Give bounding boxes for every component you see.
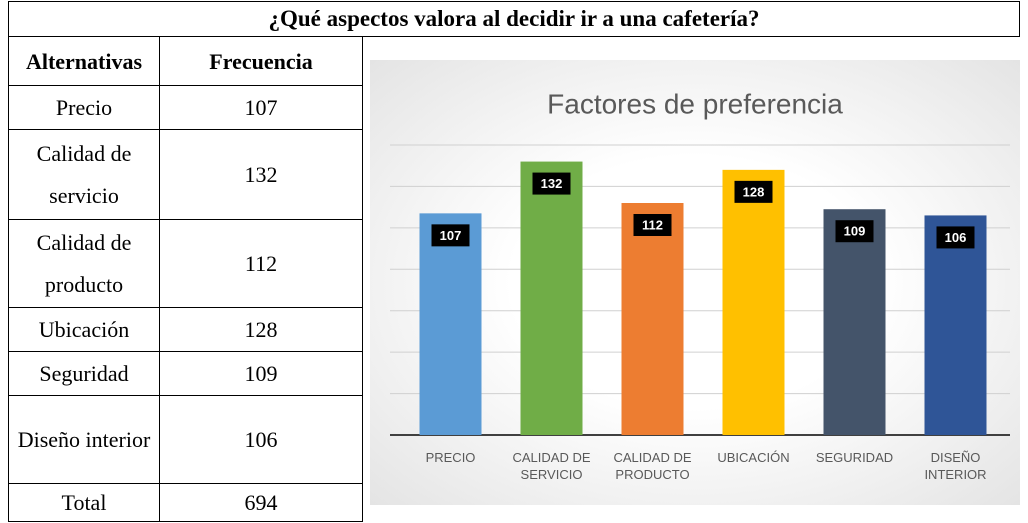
data-label: 109	[844, 224, 866, 239]
bar	[924, 215, 987, 435]
data-label-box	[835, 220, 874, 243]
cell: 128	[159, 307, 363, 352]
bar	[621, 203, 684, 435]
data-label: 106	[945, 230, 967, 245]
cell: 107	[159, 85, 363, 130]
x-tick-label: CALIDAD DE SERVICIO	[512, 450, 591, 482]
cell: Calidad de producto	[8, 219, 160, 308]
data-label: 112	[642, 217, 663, 232]
cell: Precio	[8, 85, 160, 130]
cell: 112	[159, 219, 363, 308]
x-tick-label: DISEÑO INTERIOR	[924, 450, 987, 482]
data-label-box	[734, 180, 773, 203]
cell: Seguridad	[8, 351, 160, 396]
cell: 109	[159, 351, 363, 396]
data-label: 132	[541, 176, 563, 191]
data-label-box	[936, 226, 975, 249]
cell: 694	[159, 483, 363, 522]
data-label: 128	[743, 184, 765, 199]
cell: 132	[159, 129, 363, 220]
cell: Calidad de servicio	[8, 129, 160, 220]
chart-title: Factores de preferencia	[547, 88, 843, 119]
cell: 106	[159, 395, 363, 484]
bar	[520, 161, 583, 436]
cell: Ubicación	[8, 307, 160, 352]
table-title: ¿Qué aspectos valora al decidir ir a una…	[8, 1, 1020, 37]
chart: Factores de preferencia 107 132 112 128 109 1…	[390, 88, 1010, 436]
data-label: 107	[440, 228, 462, 243]
data-label-box	[431, 224, 470, 247]
cell: Diseño interior	[8, 395, 160, 484]
bar	[823, 209, 886, 435]
data-label-box	[633, 214, 672, 236]
bar	[419, 213, 482, 435]
x-tick-label: CALIDAD DE PRODUCTO	[613, 450, 692, 482]
header-cell: Alternativas	[8, 36, 160, 86]
bar	[722, 169, 785, 435]
cell: Total	[8, 483, 160, 522]
x-tick-label: UBICACIÓN	[717, 450, 790, 465]
x-tick-label: SEGURIDAD	[815, 450, 894, 465]
chart-area: Factores de preferencia 107 132 112 128 109 1…	[370, 60, 1020, 505]
x-tick-label: PRECIO	[425, 450, 476, 465]
data-label-box	[532, 172, 571, 195]
table: Alternativas Frecuencia Precio 107 Calidad…	[8, 36, 363, 522]
header-cell: Frecuencia	[159, 36, 363, 86]
